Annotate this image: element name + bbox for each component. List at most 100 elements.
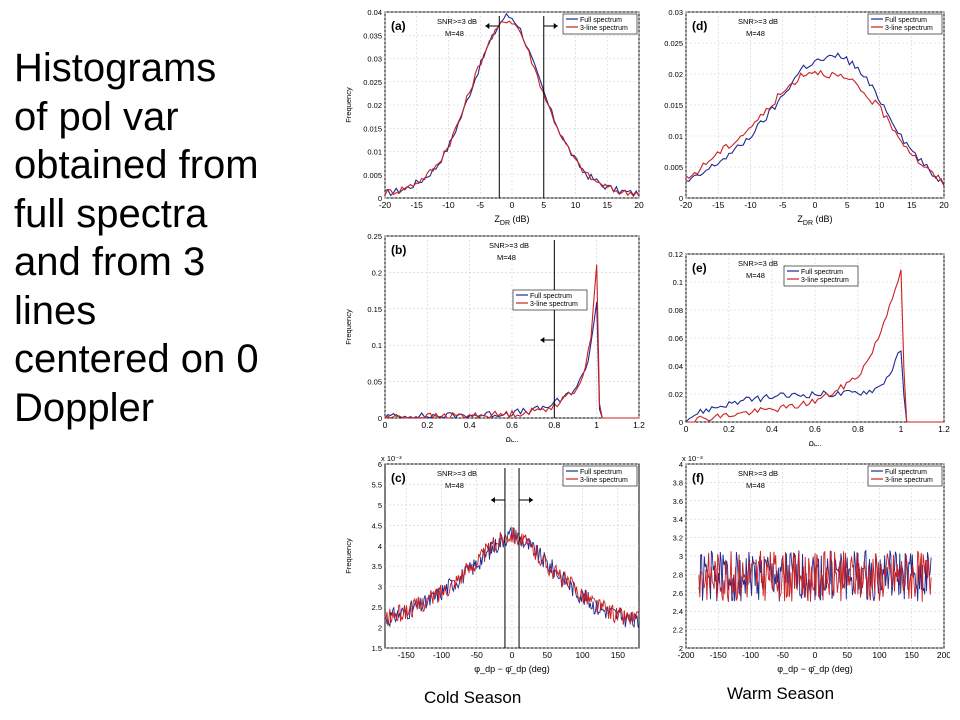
chart-panel-c: -150 -100 -50 0 50 100 150 1.5 2 2.5 3 3.5 4 4.5 5 5.5 6… <box>341 450 647 682</box>
x-tick-label: 150 <box>611 650 625 660</box>
y-exponent-label: x 10⁻³ <box>381 454 402 463</box>
snr-annotation: SNR>=3 dB <box>489 241 529 250</box>
y-tick-label: 4 <box>378 542 382 551</box>
y-tick-label: 0.1 <box>372 341 382 350</box>
panel-label: (e) <box>692 261 707 275</box>
x-tick-label: 1.2 <box>633 420 645 430</box>
legend-box <box>562 13 638 35</box>
legend-entry: 3-line spectrum <box>580 477 628 484</box>
m-annotation: M=48 <box>746 29 765 38</box>
chart-panel-f: -200 -150 -100 -50 0 50 100 150 200 2 2.2 2.4 2.6 2.8… <box>650 450 950 682</box>
m-annotation: M=48 <box>497 253 516 262</box>
x-axis-label: ZDR (dB) <box>797 214 832 226</box>
y-tick-label: 0 <box>679 418 683 427</box>
y-tick-label: 0.12 <box>668 250 683 259</box>
y-tick-label: 0.1 <box>673 278 683 287</box>
y-tick-label: 3.2 <box>673 534 683 543</box>
threshold-arrowhead <box>490 497 495 503</box>
m-annotation: M=48 <box>746 481 765 490</box>
snr-annotation: SNR>=3 dB <box>738 17 778 26</box>
x-tick-label: 150 <box>905 650 919 660</box>
x-tick-label: 50 <box>843 650 853 660</box>
x-tick-label: -150 <box>398 650 415 660</box>
y-tick-label: 2.8 <box>673 570 683 579</box>
x-tick-label: 5 <box>541 200 546 210</box>
panel-label: (a) <box>391 19 406 33</box>
m-annotation: M=48 <box>445 481 464 490</box>
x-tick-label: 100 <box>575 650 589 660</box>
legend-box <box>512 289 588 311</box>
y-tick-label: 0.02 <box>668 70 683 79</box>
snr-annotation: SNR>=3 dB <box>437 17 477 26</box>
slide-headline: Histograms of pol var obtained from full… <box>14 46 259 430</box>
x-tick-label: 0.8 <box>548 420 560 430</box>
y-tick-label: 3 <box>679 552 683 561</box>
x-tick-label: -20 <box>379 200 392 210</box>
x-tick-label: 200 <box>937 650 950 660</box>
y-tick-label: 2.5 <box>372 603 382 612</box>
x-axis-label: ρhv <box>809 438 822 446</box>
x-tick-label: 0.4 <box>766 424 778 434</box>
legend-entry: Full spectrum <box>801 269 843 276</box>
x-tick-label: -50 <box>471 650 484 660</box>
y-exponent-label: x 10⁻³ <box>682 454 703 463</box>
panel-label: (f) <box>692 471 704 485</box>
x-tick-label: -15 <box>712 200 725 210</box>
x-tick-label: -100 <box>742 650 759 660</box>
series-line-full <box>685 350 944 423</box>
warm-season-caption: Warm Season <box>727 684 835 703</box>
panel-label: (c) <box>391 471 406 485</box>
series-line-three-line <box>384 526 640 627</box>
x-tick-label: -150 <box>710 650 727 660</box>
x-tick-label: 1 <box>899 424 904 434</box>
y-tick-label: 3.4 <box>673 515 683 524</box>
chart-panel-e: 0 0.2 0.4 0.6 0.8 1 1.2 0 0.02 0.04 0.06 0.08 0.1 0.1… <box>650 246 950 446</box>
x-tick-label: -10 <box>744 200 757 210</box>
chart-e-svg: 0 0.2 0.4 0.6 0.8 1 1.2 0 0.02 0.04 0.06 0.08 0.1 0.1… <box>668 250 950 446</box>
snr-annotation: SNR>=3 dB <box>738 259 778 268</box>
x-axis-label: φ_dp − φ̄_dp (deg) <box>777 664 852 674</box>
x-tick-label: -10 <box>442 200 455 210</box>
x-tick-label: 100 <box>872 650 886 660</box>
x-axis-label: ρhv <box>506 434 519 442</box>
x-tick-label: -200 <box>677 650 694 660</box>
m-annotation: M=48 <box>746 271 765 280</box>
x-tick-label: -20 <box>680 200 693 210</box>
threshold-arrowhead <box>553 23 558 29</box>
y-tick-label: 2.2 <box>673 626 683 635</box>
y-tick-label: 0.03 <box>668 8 683 17</box>
y-tick-label: 0.02 <box>668 390 683 399</box>
y-tick-label: 2 <box>679 644 683 653</box>
x-tick-label: 15 <box>907 200 917 210</box>
y-axis-label: Frequency <box>344 538 353 574</box>
legend-entry: 3-line spectrum <box>801 277 849 284</box>
snr-annotation: SNR>=3 dB <box>738 469 778 478</box>
y-tick-label: 2.4 <box>673 607 683 616</box>
x-tick-label: 0 <box>684 424 689 434</box>
legend-entry: Full spectrum <box>580 17 622 24</box>
legend-entry: 3-line spectrum <box>885 25 933 32</box>
legend-box <box>783 265 859 287</box>
x-tick-label: 1.2 <box>938 424 950 434</box>
series-line-three-line <box>698 550 932 603</box>
x-tick-label: -5 <box>476 200 484 210</box>
panel-label: (d) <box>692 19 707 33</box>
series-line-three-line <box>686 269 944 423</box>
series-line-three-line <box>685 69 945 186</box>
y-axis-label: Frequency <box>344 87 353 123</box>
y-tick-label: 3.6 <box>673 497 683 506</box>
y-tick-label: 0 <box>378 414 382 423</box>
x-tick-label: -100 <box>433 650 450 660</box>
y-tick-label: 0.035 <box>363 31 382 40</box>
y-tick-label: 5.5 <box>372 480 382 489</box>
y-tick-label: 0.06 <box>668 334 683 343</box>
chart-panel-a: -20 -15 -10 -5 0 5 10 15 20 0 0.005 0.01 0.015 0.02 0.… <box>341 4 647 226</box>
x-tick-label: 0.2 <box>723 424 735 434</box>
x-tick-label: 0 <box>813 200 818 210</box>
y-tick-label: 6 <box>378 460 382 469</box>
m-annotation: M=48 <box>445 29 464 38</box>
y-tick-label: 0.08 <box>668 306 683 315</box>
threshold-arrowhead <box>529 497 534 503</box>
